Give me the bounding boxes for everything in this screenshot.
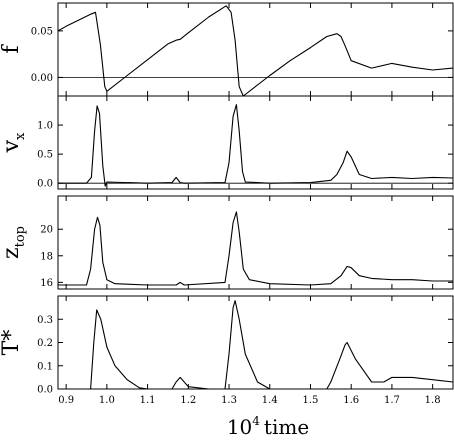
x-tick-label: 1.1 (140, 395, 156, 406)
y-tick-label: 0.0 (37, 179, 53, 190)
x-tick-label: 1.8 (425, 395, 441, 406)
y-tick-label: 16 (40, 278, 53, 289)
y-axis-label-tstar: T* (0, 330, 24, 356)
panel-frame (57, 95, 454, 190)
y-axis-label-vx: vx (0, 132, 28, 153)
x-tick-label: 1.0 (99, 395, 115, 406)
y-tick-label: 0.5 (37, 150, 53, 161)
y-tick-label: 0.05 (31, 26, 53, 37)
x-tick-label: 0.9 (58, 395, 74, 406)
series-line-ztop (58, 211, 453, 286)
x-axis-label: 104 time (227, 414, 309, 439)
x-axis-label-text: time (264, 415, 309, 439)
panel-frame (57, 2, 454, 97)
x-axis-label-prefix: 10 (227, 415, 252, 439)
panel-f: 0.00 0.05 f (0, 2, 454, 97)
y-tick-label: 0.00 (31, 73, 53, 84)
x-tick-label: 1.3 (221, 395, 237, 406)
panel-frame (57, 195, 454, 290)
y-axis-label-ztop: ztop (0, 226, 28, 259)
y-axis-label-subscript: top (13, 226, 28, 247)
series-line-tstar (58, 300, 454, 390)
y-tick-label: 0.2 (37, 338, 53, 349)
y-tick-label: 20 (40, 225, 53, 236)
y-tick-label: 0.3 (37, 315, 53, 326)
x-tick-label: 1.4 (262, 395, 278, 406)
x-axis-label-exponent: 4 (252, 414, 260, 428)
panel-tstar: 0.0 0.1 0.2 0.3 T* (0, 295, 454, 396)
x-tick-label: 1.2 (180, 395, 196, 406)
y-axis-label-subscript: x (13, 132, 28, 140)
panel-frame (57, 295, 454, 390)
y-tick-label: 0.0 (37, 385, 53, 396)
y-tick-label: 0.1 (37, 361, 53, 372)
panel-ztop: 16 18 20 ztop (0, 195, 454, 290)
y-tick-label: 1.0 (37, 121, 53, 132)
stacked-panels: 0.000.05f0.00.51.0vx161820ztop0.00.10.20… (0, 2, 454, 406)
x-tick-label: 1.7 (384, 395, 400, 406)
x-tick-label: 1.5 (303, 395, 319, 406)
series-line-vx (58, 104, 454, 187)
y-tick-label: 18 (40, 251, 53, 262)
x-tick-label: 1.6 (343, 395, 359, 406)
series-line-f (57, 5, 454, 97)
panel-vx: 0.0 0.5 1.0 vx (0, 95, 454, 190)
y-axis-label-f: f (0, 44, 24, 54)
